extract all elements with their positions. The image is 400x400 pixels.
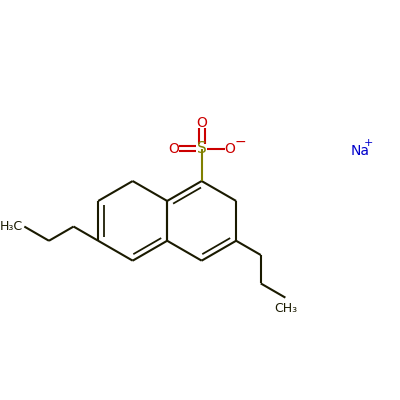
- Text: O: O: [168, 142, 179, 156]
- Text: +: +: [364, 138, 373, 148]
- Text: −: −: [235, 135, 246, 149]
- Text: O: O: [225, 142, 236, 156]
- Text: H₃C: H₃C: [0, 220, 22, 233]
- Text: O: O: [196, 116, 207, 130]
- Text: Na: Na: [351, 144, 370, 158]
- Text: S: S: [197, 141, 206, 156]
- Text: CH₃: CH₃: [274, 302, 297, 315]
